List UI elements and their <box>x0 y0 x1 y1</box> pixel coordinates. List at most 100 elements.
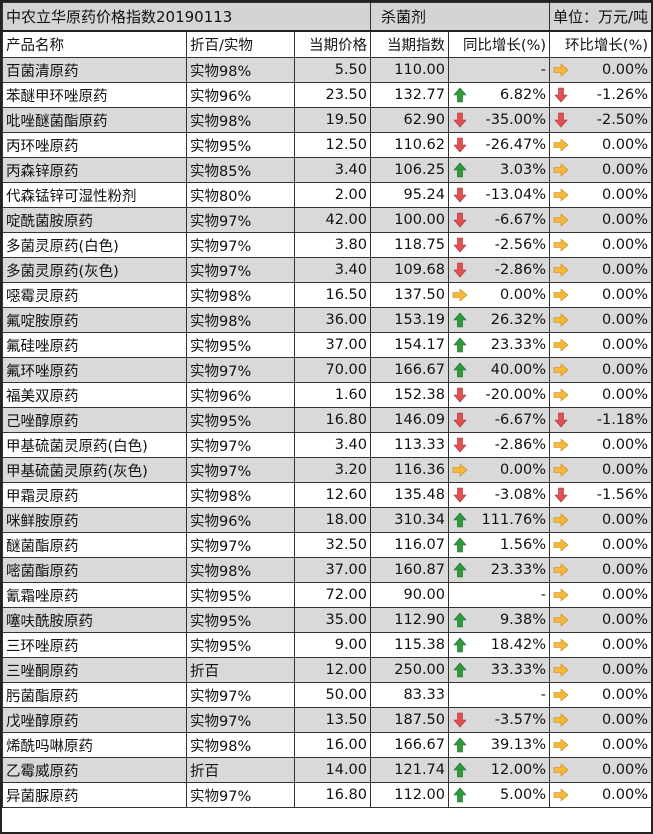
mom-cell: 0.00% <box>549 182 651 208</box>
mom-cell: 0.00% <box>549 707 651 733</box>
current-index: 83.33 <box>370 682 450 708</box>
table-title: 中农立华原药价格指数20190113 <box>2 2 372 32</box>
table-row: 三环唑原药 实物95% 9.00 115.38 18.42% 0.00% <box>2 632 651 658</box>
yoy-value: -2.86% <box>494 262 547 278</box>
product-name: 丙森锌原药 <box>2 157 187 183</box>
product-name: 福美双原药 <box>2 382 187 408</box>
yoy-cell: -13.04% <box>448 182 551 208</box>
mom-value: -1.26% <box>596 87 649 103</box>
yoy-cell: -20.00% <box>448 382 551 408</box>
arrow-up-icon <box>453 612 467 628</box>
mom-value: 0.00% <box>601 512 649 528</box>
table-row: 氟啶胺原药 实物98% 36.00 153.19 26.32% 0.00% <box>2 307 651 333</box>
product-name: 三唑酮原药 <box>2 657 187 683</box>
arrow-up-icon <box>453 787 467 803</box>
yoy-cell: - <box>448 582 551 608</box>
mom-cell: 0.00% <box>549 557 651 583</box>
yoy-value: 1.56% <box>499 537 547 553</box>
arrow-up-icon <box>453 637 467 653</box>
current-price: 1.60 <box>293 382 372 408</box>
arrow-down-icon <box>554 487 568 503</box>
current-index: 110.62 <box>370 132 450 158</box>
current-price: 2.00 <box>293 182 372 208</box>
table-row: 百菌清原药 实物98% 5.50 110.00 - 0.00% <box>2 57 651 83</box>
price-index-table: 中农立华原药价格指数20190113 杀菌剂 单位：万元/吨 产品名称 折百/实… <box>2 2 651 808</box>
product-type: 实物97% <box>186 257 295 283</box>
current-index: 160.87 <box>370 557 450 583</box>
current-index: 132.77 <box>370 82 450 108</box>
product-type: 实物85% <box>186 157 295 183</box>
arrow-right-icon <box>553 263 569 277</box>
product-name: 噁霉灵原药 <box>2 282 187 308</box>
arrow-down-icon <box>453 487 467 503</box>
header-index: 当期指数 <box>370 30 450 58</box>
arrow-right-icon <box>553 738 569 752</box>
yoy-value: -6.67% <box>494 412 547 428</box>
yoy-value: -35.00% <box>485 112 547 128</box>
product-name: 烯酰吗啉原药 <box>2 732 187 758</box>
mom-cell: 0.00% <box>549 57 651 83</box>
yoy-cell: - <box>448 57 551 83</box>
current-price: 23.50 <box>293 82 372 108</box>
product-type: 实物95% <box>186 607 295 633</box>
yoy-cell: 23.33% <box>448 332 551 358</box>
arrow-right-icon <box>452 288 468 302</box>
mom-cell: 0.00% <box>549 607 651 633</box>
table-row: 氰霜唑原药 实物95% 72.00 90.00 - 0.00% <box>2 582 651 608</box>
mom-cell: 0.00% <box>549 232 651 258</box>
table-row: 烯酰吗啉原药 实物98% 16.00 166.67 39.13% 0.00% <box>2 732 651 758</box>
yoy-cell: 40.00% <box>448 357 551 383</box>
arrow-down-icon <box>453 712 467 728</box>
mom-value: -1.56% <box>596 487 649 503</box>
mom-cell: 0.00% <box>549 732 651 758</box>
arrow-right-icon <box>553 663 569 677</box>
mom-value: 0.00% <box>601 162 649 178</box>
product-type: 实物96% <box>186 82 295 108</box>
table-row: 多菌灵原药(白色) 实物97% 3.80 118.75 -2.56% 0.00% <box>2 232 651 258</box>
yoy-cell: -2.86% <box>448 432 551 458</box>
category-label: 杀菌剂 <box>370 2 551 32</box>
product-name: 多菌灵原药(白色) <box>2 232 187 258</box>
product-type: 实物97% <box>186 432 295 458</box>
current-index: 112.00 <box>370 782 450 808</box>
table-row: 己唑醇原药 实物95% 16.80 146.09 -6.67% -1.18% <box>2 407 651 433</box>
product-name: 丙环唑原药 <box>2 132 187 158</box>
mom-cell: 0.00% <box>549 582 651 608</box>
arrow-down-icon <box>554 112 568 128</box>
arrow-right-icon <box>553 288 569 302</box>
yoy-cell: 0.00% <box>448 457 551 483</box>
yoy-value: - <box>540 587 547 603</box>
product-type: 实物97% <box>186 532 295 558</box>
arrow-down-icon <box>554 412 568 428</box>
yoy-cell: 9.38% <box>448 607 551 633</box>
yoy-cell: 39.13% <box>448 732 551 758</box>
yoy-cell: -6.67% <box>448 207 551 233</box>
product-name: 氰霜唑原药 <box>2 582 187 608</box>
product-type: 实物96% <box>186 382 295 408</box>
mom-value: 0.00% <box>601 387 649 403</box>
title-row: 中农立华原药价格指数20190113 杀菌剂 单位：万元/吨 <box>2 2 651 32</box>
arrow-right-icon <box>553 788 569 802</box>
mom-cell: -2.50% <box>549 107 651 133</box>
current-index: 100.00 <box>370 207 450 233</box>
arrow-right-icon <box>553 563 569 577</box>
yoy-value: -3.08% <box>494 487 547 503</box>
product-name: 甲基硫菌灵原药(白色) <box>2 432 187 458</box>
yoy-value: -26.47% <box>485 137 547 153</box>
current-price: 12.50 <box>293 132 372 158</box>
yoy-cell: 1.56% <box>448 532 551 558</box>
product-type: 折百 <box>186 657 295 683</box>
current-price: 18.00 <box>293 507 372 533</box>
product-name: 氟环唑原药 <box>2 357 187 383</box>
product-name: 甲霜灵原药 <box>2 482 187 508</box>
arrow-down-icon <box>453 412 467 428</box>
arrow-up-icon <box>453 362 467 378</box>
mom-cell: 0.00% <box>549 157 651 183</box>
table-row: 丙环唑原药 实物95% 12.50 110.62 -26.47% 0.00% <box>2 132 651 158</box>
mom-cell: 0.00% <box>549 532 651 558</box>
arrow-up-icon <box>453 537 467 553</box>
mom-cell: 0.00% <box>549 307 651 333</box>
table-row: 噁霉灵原药 实物98% 16.50 137.50 0.00% 0.00% <box>2 282 651 308</box>
product-name: 甲基硫菌灵原药(灰色) <box>2 457 187 483</box>
current-price: 70.00 <box>293 357 372 383</box>
